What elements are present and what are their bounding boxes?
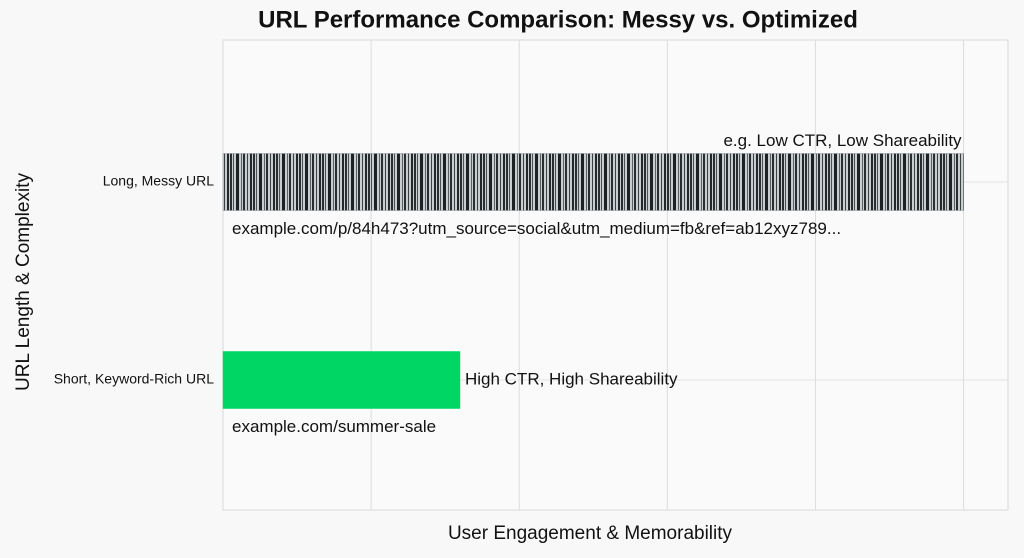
bar (222, 153, 964, 211)
bar (222, 351, 461, 409)
y-axis-label: URL Length & Complexity (13, 173, 34, 391)
url-label: example.com/summer-sale (232, 417, 436, 436)
chart-title: URL Performance Comparison: Messy vs. Op… (258, 6, 858, 33)
url-label: example.com/p/84h473?utm_source=social&u… (232, 219, 841, 238)
bar-annotation: e.g. Low CTR, Low Shareability (723, 131, 962, 150)
bar-annotation: High CTR, High Shareability (465, 369, 678, 388)
plot-area (222, 39, 1009, 511)
y-tick-label: Short, Keyword-Rich URL (54, 371, 214, 387)
y-tick-label: Long, Messy URL (103, 173, 214, 189)
x-axis-label: User Engagement & Memorability (448, 523, 733, 544)
